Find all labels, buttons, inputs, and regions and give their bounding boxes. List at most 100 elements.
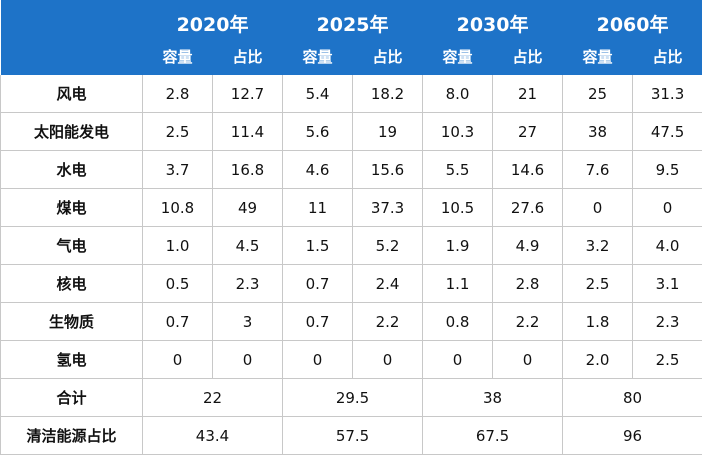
table-row: 水电 3.7 16.8 4.6 15.6 5.5 14.6 7.6 9.5 bbox=[0, 150, 702, 189]
clean-share-cell: 96 bbox=[562, 416, 702, 455]
table-cell: 3.7 bbox=[142, 150, 213, 189]
table-cell: 3.2 bbox=[562, 226, 633, 265]
corner-cell-sub bbox=[0, 37, 143, 75]
table-cell: 2.2 bbox=[492, 302, 563, 341]
row-label: 水电 bbox=[0, 150, 143, 189]
total-cell: 80 bbox=[562, 378, 702, 417]
table-cell: 21 bbox=[492, 75, 563, 113]
table-cell: 16.8 bbox=[211, 150, 283, 189]
table-cell: 5.6 bbox=[282, 112, 353, 151]
table-cell: 10.5 bbox=[422, 188, 493, 227]
table-cell: 0.7 bbox=[282, 264, 353, 303]
table-row: 氢电 0 0 0 0 0 0 2.0 2.5 bbox=[0, 340, 702, 379]
table-cell: 8.0 bbox=[422, 75, 493, 113]
table-cell: 2.5 bbox=[562, 264, 633, 303]
table-cell: 11.4 bbox=[211, 112, 283, 151]
subheader-capacity: 容量 bbox=[282, 37, 353, 75]
table-cell: 0 bbox=[492, 340, 563, 379]
table-cell: 2.3 bbox=[632, 302, 702, 341]
table-cell: 2.2 bbox=[352, 302, 423, 341]
row-label: 清洁能源占比 bbox=[0, 416, 143, 455]
table-cell: 2.0 bbox=[562, 340, 633, 379]
table-cell: 49 bbox=[211, 188, 283, 227]
table-cell: 37.3 bbox=[352, 188, 423, 227]
year-header-row: 2020年 2025年 2030年 2060年 bbox=[0, 0, 702, 37]
table-cell: 2.8 bbox=[492, 264, 563, 303]
table-row: 气电 1.0 4.5 1.5 5.2 1.9 4.9 3.2 4.0 bbox=[0, 226, 702, 265]
table-cell: 2.3 bbox=[211, 264, 283, 303]
total-cell: 22 bbox=[141, 378, 283, 417]
subheader-capacity: 容量 bbox=[562, 37, 633, 75]
table-cell: 0.5 bbox=[142, 264, 213, 303]
table-cell: 0.7 bbox=[282, 302, 353, 341]
table-cell: 4.9 bbox=[492, 226, 563, 265]
row-label: 核电 bbox=[0, 264, 143, 303]
subheader-share: 占比 bbox=[492, 37, 563, 75]
row-label: 煤电 bbox=[0, 188, 143, 227]
row-label: 太阳能发电 bbox=[0, 112, 143, 151]
table-cell: 47.5 bbox=[632, 112, 702, 151]
clean-share-cell: 43.4 bbox=[141, 416, 283, 455]
table-cell: 5.5 bbox=[422, 150, 493, 189]
table-cell: 0 bbox=[142, 340, 213, 379]
table-cell: 15.6 bbox=[352, 150, 423, 189]
subheader-share: 占比 bbox=[352, 37, 423, 75]
clean-share-row: 清洁能源占比 43.4 57.5 67.5 96 bbox=[0, 416, 702, 455]
row-label: 合计 bbox=[0, 378, 143, 417]
table-cell: 0.8 bbox=[422, 302, 493, 341]
table-cell: 0 bbox=[562, 188, 633, 227]
year-header-2030: 2030年 bbox=[422, 0, 563, 37]
table-cell: 1.0 bbox=[142, 226, 213, 265]
table-cell: 10.3 bbox=[422, 112, 493, 151]
table-cell: 3.1 bbox=[632, 264, 702, 303]
table-cell: 5.2 bbox=[352, 226, 423, 265]
table-cell: 12.7 bbox=[211, 75, 283, 113]
table-cell: 2.5 bbox=[142, 112, 213, 151]
table-cell: 31.3 bbox=[632, 75, 702, 113]
table-cell: 0 bbox=[211, 340, 283, 379]
table-cell: 18.2 bbox=[352, 75, 423, 113]
table-row: 风电 2.8 12.7 5.4 18.2 8.0 21 25 31.3 bbox=[0, 75, 702, 113]
table-cell: 25 bbox=[562, 75, 633, 113]
table-row: 核电 0.5 2.3 0.7 2.4 1.1 2.8 2.5 3.1 bbox=[0, 264, 702, 303]
table-cell: 11 bbox=[282, 188, 353, 227]
year-header-2060: 2060年 bbox=[562, 0, 702, 37]
subheader-capacity: 容量 bbox=[142, 37, 213, 75]
table-cell: 0 bbox=[632, 188, 702, 227]
table-cell: 0 bbox=[422, 340, 493, 379]
table-cell: 4.5 bbox=[211, 226, 283, 265]
table-row: 生物质 0.7 3 0.7 2.2 0.8 2.2 1.8 2.3 bbox=[0, 302, 702, 341]
year-header-2020: 2020年 bbox=[142, 0, 283, 37]
clean-share-cell: 57.5 bbox=[282, 416, 423, 455]
year-header-2025: 2025年 bbox=[282, 0, 423, 37]
subheader-share: 占比 bbox=[212, 37, 283, 75]
subheader-capacity: 容量 bbox=[422, 37, 493, 75]
table-cell: 10.8 bbox=[142, 188, 213, 227]
clean-share-cell: 67.5 bbox=[422, 416, 563, 455]
table-cell: 2.8 bbox=[142, 75, 213, 113]
table-cell: 2.4 bbox=[352, 264, 423, 303]
table-cell: 1.9 bbox=[422, 226, 493, 265]
table-cell: 1.5 bbox=[282, 226, 353, 265]
table-cell: 2.5 bbox=[632, 340, 702, 379]
total-row: 合计 22 29.5 38 80 bbox=[0, 378, 702, 417]
table-cell: 9.5 bbox=[632, 150, 702, 189]
table-cell: 4.6 bbox=[282, 150, 353, 189]
row-label: 气电 bbox=[0, 226, 143, 265]
table-cell: 1.8 bbox=[562, 302, 633, 341]
table-cell: 0.7 bbox=[142, 302, 213, 341]
table-cell: 3 bbox=[211, 302, 283, 341]
table-cell: 4.0 bbox=[632, 226, 702, 265]
table-cell: 19 bbox=[352, 112, 423, 151]
table-cell: 0 bbox=[352, 340, 423, 379]
row-label: 氢电 bbox=[0, 340, 143, 379]
subheader-share: 占比 bbox=[632, 37, 702, 75]
table-cell: 14.6 bbox=[492, 150, 563, 189]
row-label: 生物质 bbox=[0, 302, 143, 341]
row-label: 风电 bbox=[0, 75, 143, 113]
table-cell: 5.4 bbox=[282, 75, 353, 113]
table-cell: 27.6 bbox=[492, 188, 563, 227]
subheader-row: 容量 占比 容量 占比 容量 占比 容量 占比 bbox=[0, 37, 702, 75]
table-cell: 0 bbox=[282, 340, 353, 379]
